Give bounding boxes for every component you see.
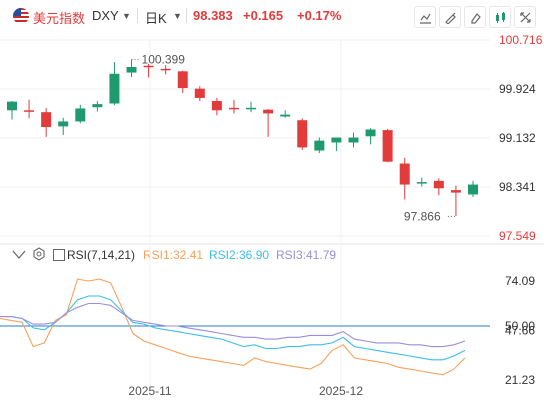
candle bbox=[228, 99, 239, 114]
candle bbox=[109, 62, 120, 106]
candle bbox=[416, 177, 427, 187]
price-tick-label: 99.132 bbox=[499, 131, 536, 145]
candle-body bbox=[194, 88, 205, 98]
price-tick-label: 99.924 bbox=[499, 82, 536, 96]
high-annotation: 100.399 bbox=[142, 53, 186, 67]
candle-body bbox=[246, 107, 257, 110]
candle bbox=[58, 117, 69, 136]
chevron-down-icon[interactable]: ▼ bbox=[173, 11, 182, 21]
fullscreen-icon[interactable] bbox=[514, 6, 536, 28]
price-tick-label: 100.716 bbox=[499, 33, 543, 47]
candle-body bbox=[416, 182, 427, 184]
candle-body bbox=[58, 121, 69, 127]
chart-toolbar: 美元指数 DXY ▼ 日K ▼ 98.383 +0.165 +0.17% bbox=[0, 0, 544, 32]
price-tick-label: 98.341 bbox=[499, 180, 536, 194]
settings-icon[interactable] bbox=[32, 247, 46, 264]
brush-icon[interactable] bbox=[439, 6, 461, 28]
price-change-percent: +0.17% bbox=[297, 8, 342, 23]
candle bbox=[433, 178, 444, 196]
rsi-tick-label: 47.66 bbox=[505, 323, 535, 337]
rsi-tick-label: 50.00 bbox=[505, 319, 535, 333]
eye-icon[interactable] bbox=[12, 248, 26, 263]
candle bbox=[143, 63, 154, 78]
candle-body bbox=[348, 137, 359, 143]
candle bbox=[382, 128, 393, 163]
candle bbox=[331, 137, 342, 152]
symbol-code[interactable]: DXY bbox=[92, 8, 119, 23]
candle-body bbox=[331, 137, 342, 143]
candle bbox=[468, 180, 478, 197]
symbol-name-cn[interactable]: 美元指数 bbox=[33, 11, 86, 26]
x-tick-label: 2025-11 bbox=[128, 384, 171, 398]
candle bbox=[297, 118, 308, 150]
candle bbox=[280, 110, 291, 118]
flag-us-icon bbox=[13, 8, 29, 24]
candles-icon[interactable] bbox=[489, 6, 511, 28]
rsi1-value: RSI1:32.41 bbox=[143, 248, 204, 262]
candle bbox=[160, 65, 171, 75]
candle-body bbox=[468, 184, 478, 195]
rsi-series-rsi3 bbox=[0, 302, 466, 348]
candle-body bbox=[211, 101, 222, 111]
candle-body bbox=[450, 190, 461, 193]
candle-body bbox=[7, 101, 17, 111]
candle bbox=[263, 109, 274, 137]
indicator-chart-icon[interactable] bbox=[414, 6, 436, 28]
candle-body bbox=[109, 73, 120, 104]
candle-body bbox=[297, 120, 308, 148]
rsi-series-rsi2 bbox=[0, 295, 466, 361]
candle bbox=[194, 86, 205, 102]
candle-body bbox=[126, 66, 137, 73]
divider bbox=[186, 8, 187, 23]
candle-body bbox=[314, 140, 325, 151]
candle bbox=[177, 70, 188, 93]
x-tick-label: 2025-12 bbox=[319, 384, 363, 398]
candle-body bbox=[365, 129, 376, 137]
rsi3-value: RSI3:41.79 bbox=[276, 248, 337, 262]
candle-body bbox=[177, 71, 188, 89]
candle-body bbox=[92, 104, 103, 108]
price-tick-label: 97.549 bbox=[499, 229, 536, 243]
candle-body bbox=[382, 130, 393, 162]
price-change: +0.165 bbox=[243, 8, 284, 23]
candle bbox=[348, 132, 359, 148]
rsi-series-rsi1 bbox=[0, 278, 466, 376]
candle-body bbox=[399, 163, 410, 185]
candle-body bbox=[24, 110, 35, 112]
candle bbox=[126, 59, 137, 77]
chevron-down-icon[interactable]: ▼ bbox=[122, 11, 131, 21]
candle bbox=[41, 107, 52, 137]
rsi-name[interactable]: RSI(7,14,21) bbox=[67, 248, 136, 262]
candle bbox=[399, 157, 410, 200]
rsi2-value: RSI2:36.90 bbox=[209, 248, 270, 262]
divider bbox=[137, 8, 138, 23]
candle bbox=[7, 101, 17, 120]
low-annotation: 97.866 bbox=[404, 209, 441, 223]
eraser-icon[interactable] bbox=[464, 6, 486, 28]
rsi-tick-label: 74.09 bbox=[505, 274, 535, 288]
candle bbox=[75, 104, 86, 124]
rsi-tick-label: 21.23 bbox=[505, 373, 535, 387]
candle-body bbox=[160, 68, 171, 71]
timeframe-selector[interactable]: 日K bbox=[145, 11, 167, 26]
candle bbox=[365, 128, 376, 145]
candle bbox=[314, 137, 325, 154]
candle bbox=[211, 97, 222, 116]
candle-body bbox=[75, 108, 86, 122]
candle bbox=[246, 101, 257, 113]
candle-body bbox=[228, 107, 239, 110]
candle bbox=[24, 99, 35, 119]
candle-body bbox=[41, 112, 52, 128]
candle-body bbox=[263, 109, 274, 114]
candle-body bbox=[280, 114, 291, 117]
candle-body bbox=[433, 180, 444, 189]
candle-body bbox=[143, 65, 154, 68]
candle bbox=[450, 185, 461, 217]
indicator-box-icon bbox=[53, 249, 65, 261]
candle bbox=[92, 101, 103, 112]
last-price: 98.383 bbox=[193, 8, 233, 23]
